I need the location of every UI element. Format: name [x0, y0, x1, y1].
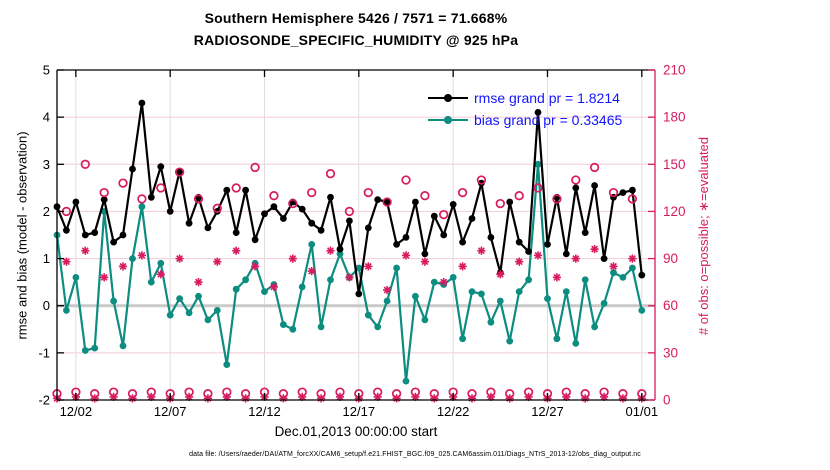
right-tick-label: 150	[663, 157, 686, 172]
left-tick-label: 2	[43, 204, 50, 219]
right-tick-label: 60	[663, 298, 678, 313]
legend-label-bias: bias grand pr = 0.33465	[474, 111, 623, 128]
left-tick-label: -2	[38, 393, 50, 408]
title-line-2: RADIOSONDE_SPECIFIC_HUMIDITY @ 925 hPa	[193, 31, 519, 48]
x-tick-label: 12/12	[248, 404, 281, 419]
x-tick-label: 12/02	[60, 404, 93, 419]
left-tick-label: 1	[43, 251, 50, 266]
right-tick-label: 180	[663, 110, 686, 125]
left-tick-label: -1	[38, 345, 50, 360]
legend: rmse grand pr = 1.8214 bias grand pr = 0…	[428, 88, 622, 129]
title-line-1: Southern Hemisphere 5426 / 7571 = 71.668…	[204, 10, 508, 26]
x-tick-label: 12/17	[343, 404, 376, 419]
right-tick-label: 0	[663, 393, 671, 408]
right-tick-label: 30	[663, 345, 678, 360]
x-tick-label: 01/01	[626, 404, 659, 419]
x-tick-label: 12/22	[437, 404, 470, 419]
evaluated-obs-markers	[52, 245, 646, 403]
left-tick-label: 3	[43, 157, 50, 172]
right-tick-label: 120	[663, 204, 686, 219]
right-tick-label: 210	[663, 63, 686, 78]
chart-title: Southern Hemisphere 5426 / 7571 = 71.668…	[57, 8, 655, 51]
bias-line-swatch-icon	[428, 115, 468, 125]
x-tick-label: 12/07	[154, 404, 187, 419]
right-axis-label: # of obs: o=possible; ∗=evaluated	[696, 136, 711, 336]
rmse-series	[53, 99, 646, 298]
rmse-line-swatch-icon	[428, 93, 468, 103]
legend-row-rmse: rmse grand pr = 1.8214	[428, 88, 622, 107]
left-tick-label: 4	[43, 110, 50, 125]
axes: -2 -1 0 1 2 3 4 5 0 30 60 90 120 150 180 210 12/02 12/07 1…	[38, 63, 685, 420]
left-axis-label: rmse and bias (model - observation)	[14, 131, 30, 340]
left-tick-label: 0	[43, 298, 50, 313]
left-tick-label: 5	[43, 63, 50, 78]
legend-row-bias: bias grand pr = 0.33465	[428, 110, 622, 129]
right-tick-label: 90	[663, 251, 678, 266]
x-tick-label: 12/27	[531, 404, 564, 419]
legend-label-rmse: rmse grand pr = 1.8214	[474, 89, 620, 106]
x-axis-label: Dec.01,2013 00:00:00 start	[274, 424, 438, 439]
possible-obs-markers	[52, 159, 647, 399]
data-file-note: data file: /Users/raeder/DAI/ATM_forcXX/…	[189, 451, 641, 458]
